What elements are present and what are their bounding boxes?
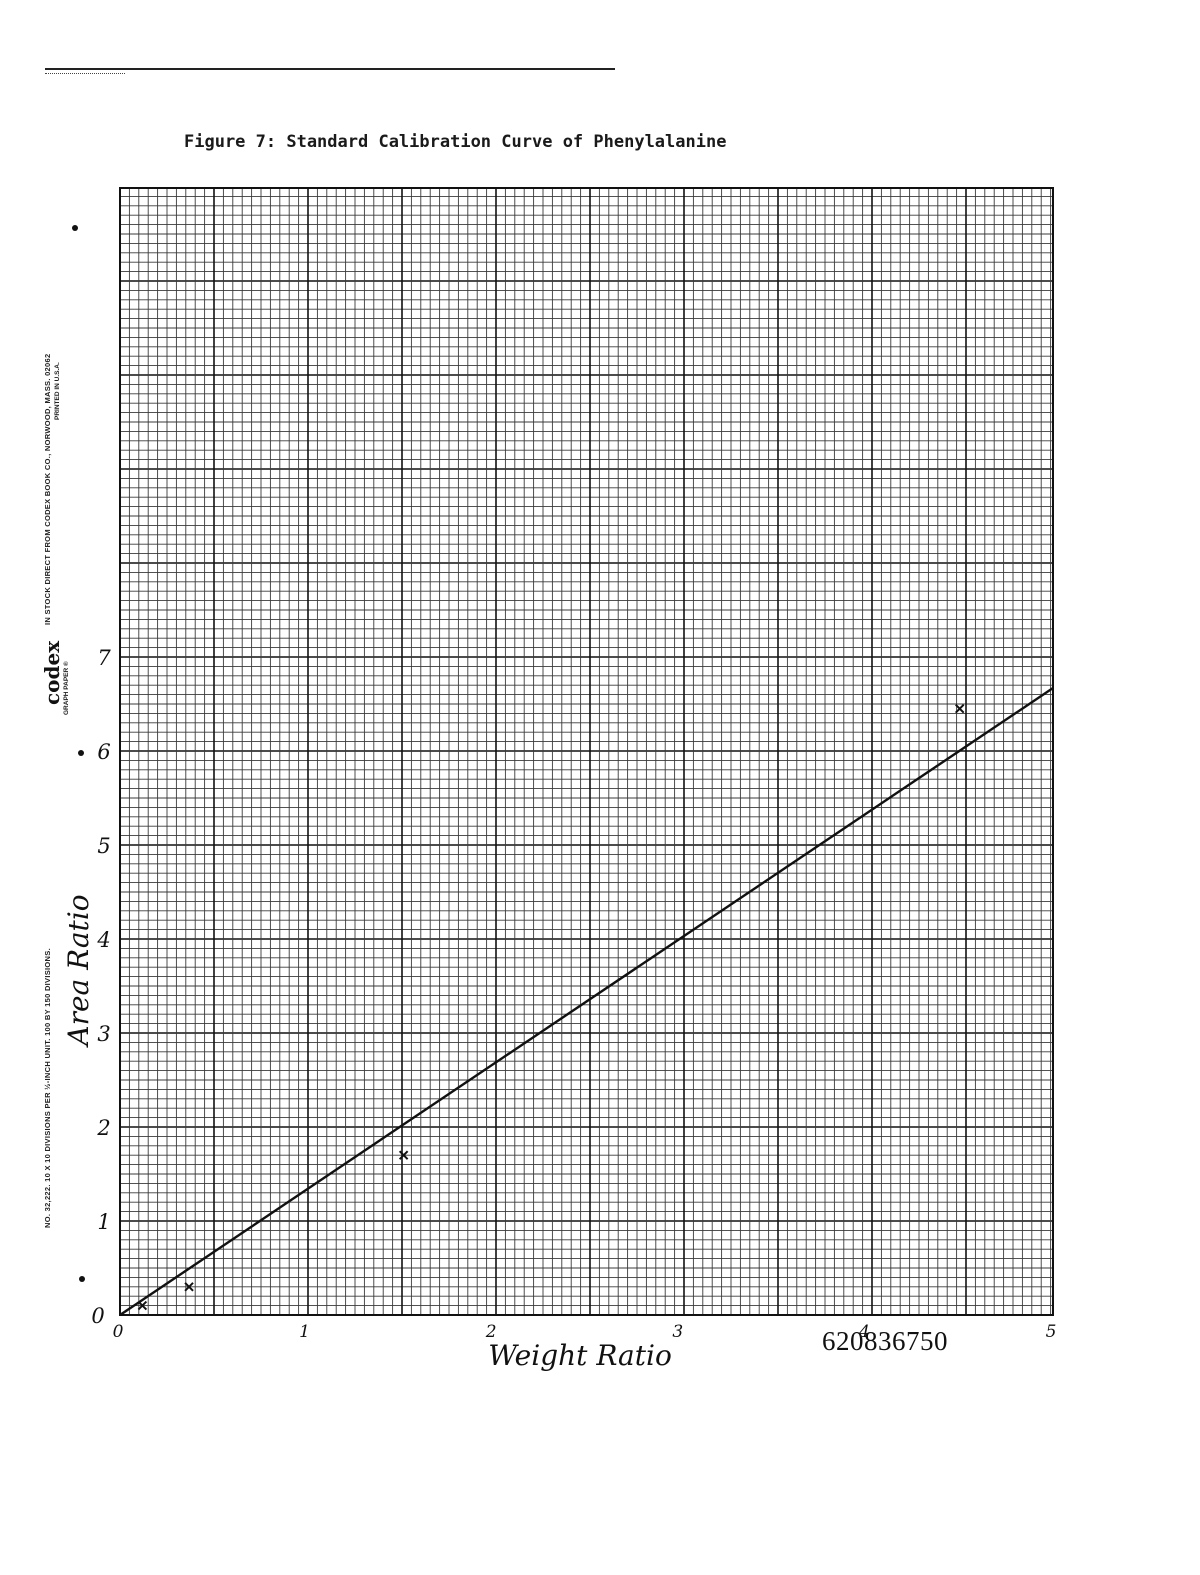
marker-stroke: [398, 1150, 409, 1160]
x-tick-label: 2: [485, 1322, 497, 1342]
marker-stroke: [954, 703, 965, 714]
top-rule: [45, 68, 615, 70]
binder-hole-mark: [72, 225, 78, 231]
data-points: [137, 703, 965, 1311]
data-point-marker: [398, 1150, 409, 1160]
plot-border: [119, 187, 1054, 1316]
y-axis-label: Area Ratio: [62, 894, 95, 1048]
y-tick-label: 3: [97, 1022, 110, 1046]
marker-stroke: [184, 1282, 194, 1292]
figure-title: Figure 7: Standard Calibration Curve of …: [184, 132, 727, 152]
binder-hole-mark: [79, 1276, 85, 1282]
x-axis-label: Weight Ratio: [488, 1339, 672, 1372]
y-tick-label: 1: [97, 1210, 110, 1234]
x-tick-label: 0: [113, 1322, 124, 1342]
top-rule-dash: [45, 73, 125, 74]
y-tick-label: 4: [96, 928, 110, 952]
x-tick-label: 1: [299, 1322, 310, 1342]
graph-grid: [119, 187, 1054, 1316]
y-tick-label: 5: [97, 834, 110, 858]
document-id: 620836750: [822, 1326, 948, 1356]
data-point-marker: [137, 1300, 148, 1311]
x-tick-label: 3: [672, 1322, 683, 1342]
y-tick-label: 0: [91, 1304, 104, 1328]
marker-stroke: [137, 1300, 148, 1311]
x-tick-label: 5: [1046, 1322, 1057, 1342]
fit-line-group: [119, 687, 1054, 1316]
data-point-marker: [954, 703, 965, 714]
y-tick-label: 6: [97, 740, 110, 764]
y-tick-label: 2: [96, 1116, 110, 1140]
tick-labels: 0 1 2 3 4 5 0 1 2 3 4 5 6 7: [91, 646, 1056, 1342]
binder-hole-mark: [78, 750, 84, 756]
fit-line: [119, 687, 1054, 1316]
x-tick-label: 4: [858, 1322, 870, 1342]
y-tick-label: 7: [97, 646, 111, 670]
data-point-marker: [184, 1282, 194, 1292]
